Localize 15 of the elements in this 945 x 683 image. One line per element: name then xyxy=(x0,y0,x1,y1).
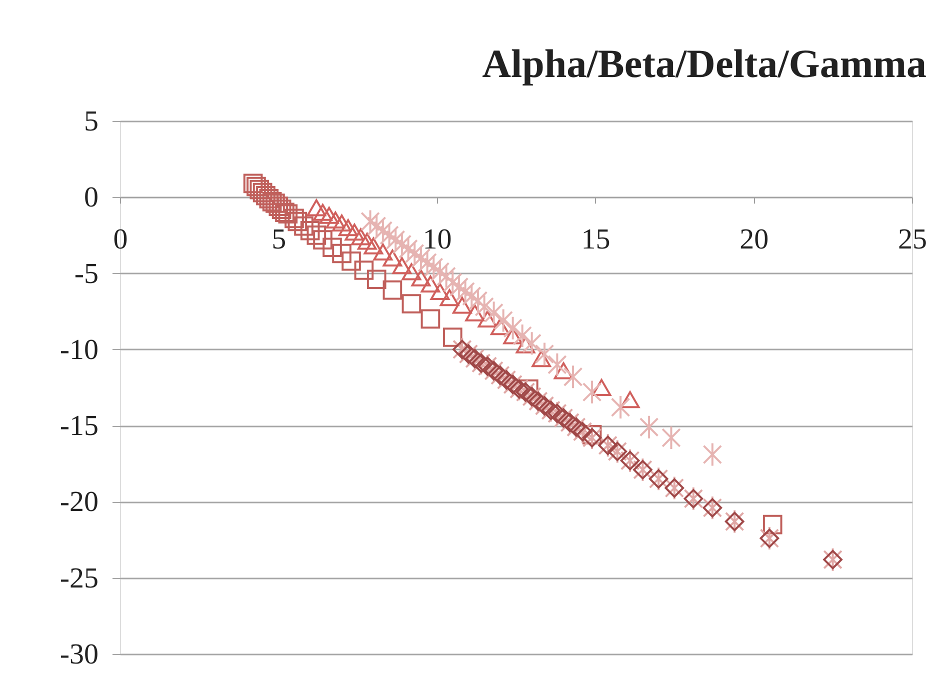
x-tick-label: 20 xyxy=(740,224,769,256)
y-tick-label: -15 xyxy=(60,410,98,442)
x-tick-label: 15 xyxy=(581,224,610,256)
y-tick-label: -5 xyxy=(74,258,98,290)
x-tick-label: 25 xyxy=(898,224,927,256)
x-tick-label: 10 xyxy=(422,224,452,256)
x-tick-label: 0 xyxy=(113,224,128,256)
y-tick-label: -25 xyxy=(60,562,98,594)
y-tick-label: -20 xyxy=(60,486,98,518)
y-tick-label: -30 xyxy=(60,638,98,670)
x-tick-label: 5 xyxy=(272,224,286,256)
y-tick-label: 0 xyxy=(84,182,98,214)
y-tick-label: -10 xyxy=(60,334,98,366)
chart-title: Alpha/Beta/Delta/Gamma xyxy=(482,41,926,86)
y-tick-label: 5 xyxy=(84,106,98,138)
